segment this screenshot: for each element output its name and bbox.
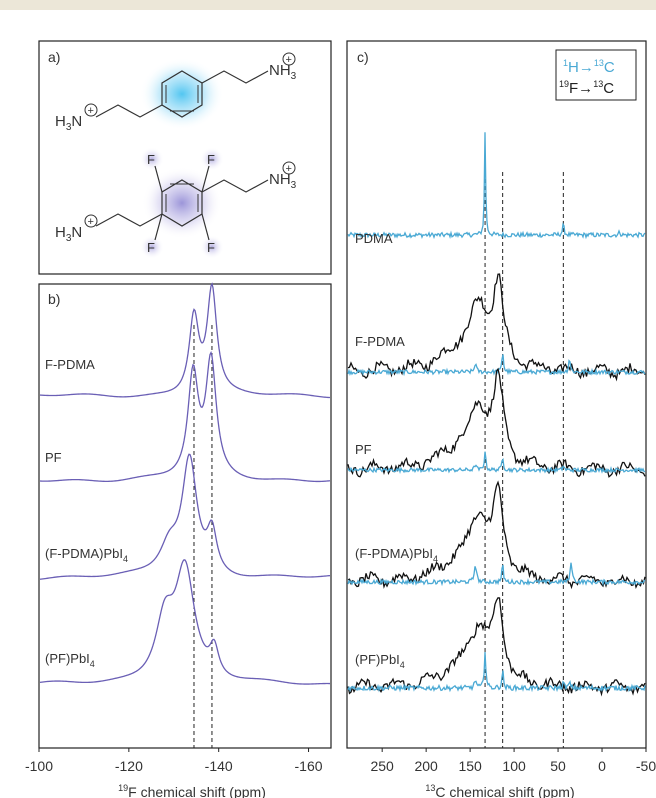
h3n-label: H3N [55, 224, 82, 244]
panel-b-frame [38, 283, 332, 749]
series-label: F-PDMA [355, 334, 405, 349]
series-label: (F-PDMA)PbI4 [355, 546, 438, 564]
x-tick-label: -160 [295, 758, 323, 774]
x-tick-label: -100 [25, 758, 53, 774]
svg-text:+: + [88, 216, 94, 228]
panel-a-label: a) [48, 49, 60, 65]
nh3-label: NH3 [269, 171, 297, 191]
charge-plus-icon [84, 214, 98, 228]
series-label: PDMA [355, 231, 393, 246]
aromatic-glow-purple [142, 167, 222, 239]
spectrum-line-19f-13c [347, 480, 646, 590]
top-color-bar [0, 0, 656, 10]
spectrum-line-19f-13c [347, 273, 646, 382]
legend-entry-19f-13c: 19F→13C [559, 79, 614, 97]
spectrum-line-19f-13c [347, 367, 646, 478]
spectrum-line-19f [39, 453, 331, 580]
fluorine-label: F [147, 152, 155, 167]
spectrum-line-1h-13c [347, 451, 646, 475]
x-tick-label: 100 [502, 758, 526, 774]
series-label: PF [45, 450, 62, 465]
x-tick-label: 0 [598, 758, 606, 774]
spectrum-line-19f [39, 282, 331, 399]
legend-panel-c: 1H→13C 19F→13C [555, 49, 637, 101]
h3n-label: H3N [55, 113, 82, 133]
x-axis-label-13c: 13C chemical shift (ppm) [425, 783, 574, 798]
svg-text:+: + [286, 163, 292, 175]
series-label: (F-PDMA)PbI4 [45, 546, 128, 564]
svg-text:+: + [88, 105, 94, 117]
panel-a-frame [38, 40, 332, 275]
panel-c-label: c) [357, 49, 369, 65]
x-tick-label: 200 [414, 758, 438, 774]
fluorine-label: F [147, 240, 155, 255]
x-tick-label: -50 [636, 758, 656, 774]
series-label: F-PDMA [45, 357, 95, 372]
spectrum-line-1h-13c [347, 651, 646, 693]
molecule-f-pdma: F F F F NH3 + H3N + [55, 147, 297, 259]
spectrum-line-1h-13c [347, 562, 646, 587]
fluorine-label: F [207, 152, 215, 167]
legend-box [555, 49, 637, 101]
x-tick-label: -140 [205, 758, 233, 774]
spectrum-line-19f-13c [347, 597, 646, 697]
x-axis-label-19f: 19F chemical shift (ppm) [118, 783, 266, 798]
series-label: PF [355, 442, 372, 457]
x-tick-label: 50 [550, 758, 566, 774]
spectrum-line-19f [39, 559, 331, 685]
spectrum-line-1h-13c [347, 132, 646, 240]
molecule-pdma: NH3 + H3N + [55, 52, 297, 133]
charge-plus-icon [84, 103, 98, 117]
charge-plus-icon [282, 52, 296, 66]
x-tick-label: 250 [370, 758, 394, 774]
series-label: (PF)PbI4 [355, 652, 405, 670]
svg-text:+: + [286, 54, 292, 66]
fluorine-label: F [207, 240, 215, 255]
nh3-label: NH3 [269, 62, 297, 82]
panel-b-label: b) [48, 291, 60, 307]
series-label: (PF)PbI4 [45, 651, 95, 669]
charge-plus-icon [282, 161, 296, 175]
spectrum-line-19f [39, 350, 331, 483]
aromatic-glow-blue [140, 58, 224, 130]
panel-c-frame [346, 40, 647, 749]
legend-entry-1h-13c: 1H→13C [563, 58, 615, 76]
x-tick-label: 150 [458, 758, 482, 774]
x-tick-label: -120 [115, 758, 143, 774]
